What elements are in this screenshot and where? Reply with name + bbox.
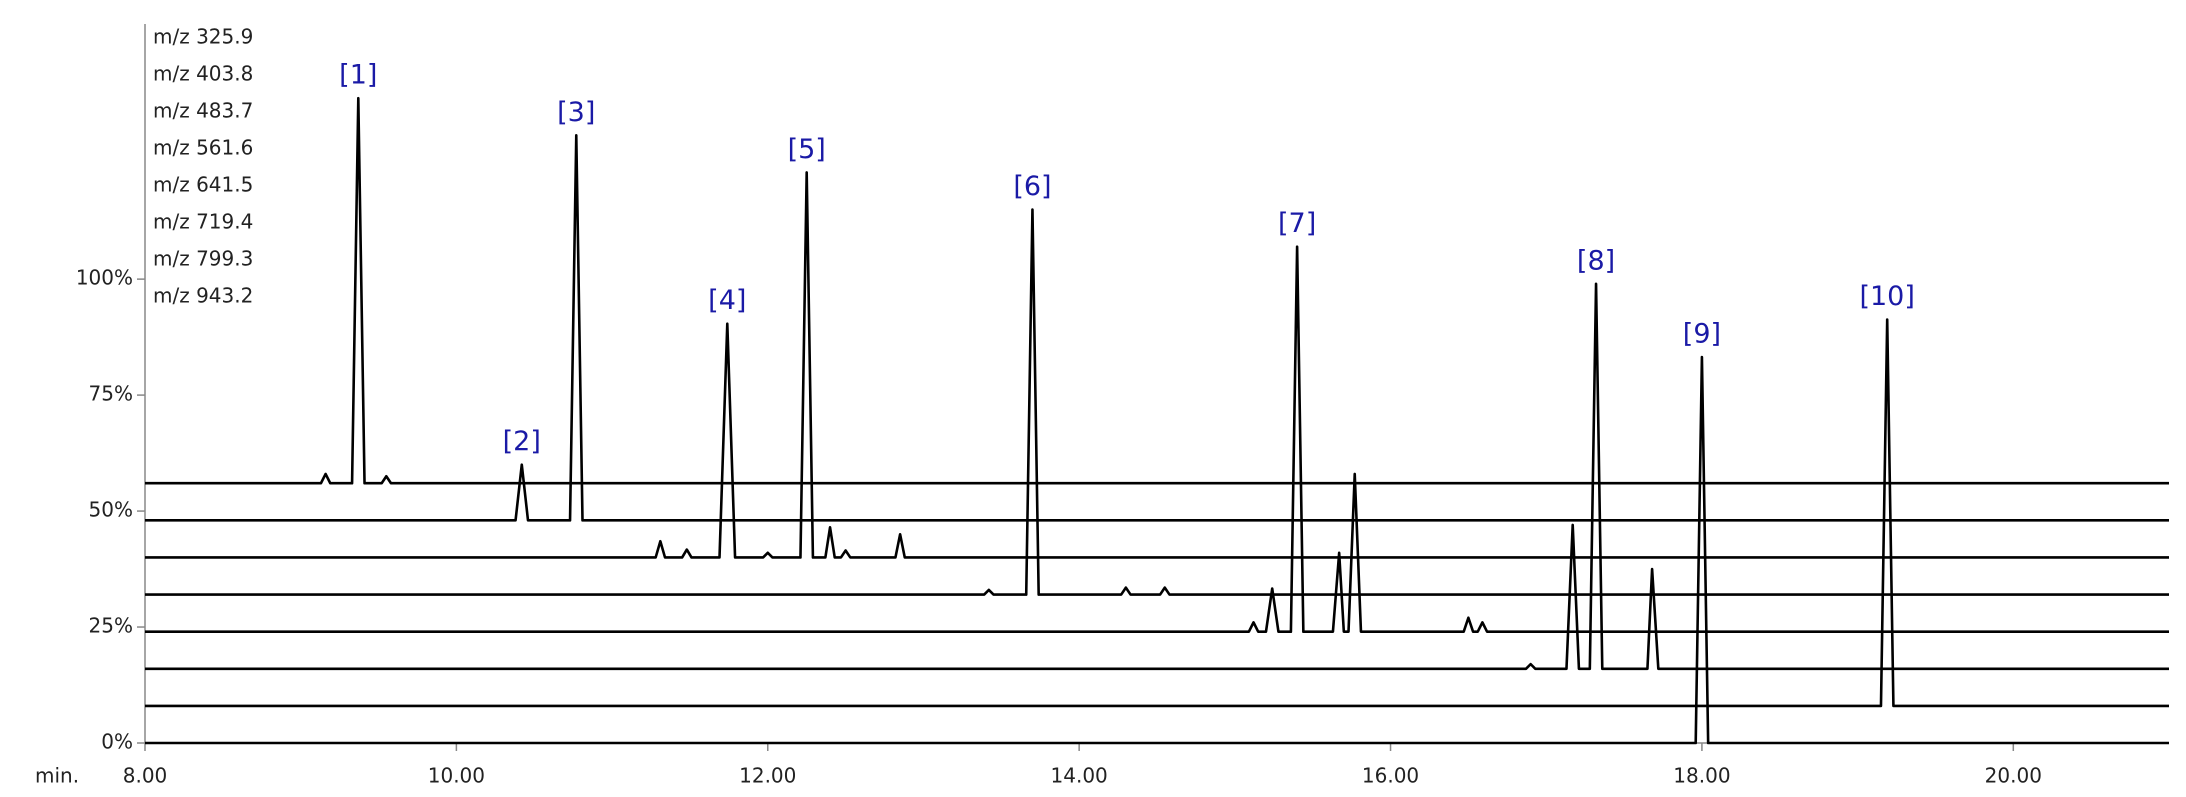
trace [145, 282, 2169, 671]
legend-entry: m/z 943.2 [153, 284, 253, 308]
trace [145, 208, 2169, 596]
trace [145, 171, 2169, 559]
x-tick-label: 12.00 [739, 764, 796, 788]
trace [145, 96, 2169, 485]
peak-annotation: [7] [1278, 208, 1316, 239]
y-tick-label: 100% [76, 266, 133, 290]
x-tick-label: 20.00 [1985, 764, 2042, 788]
y-tick-label: 75% [89, 382, 133, 406]
trace [145, 318, 2169, 708]
y-tick-label: 0% [101, 730, 133, 754]
x-tick-label: 10.00 [428, 764, 485, 788]
trace [145, 245, 2169, 633]
x-tick-label: 16.00 [1362, 764, 1419, 788]
peak-annotation: [8] [1577, 245, 1615, 276]
peak-annotation: [4] [708, 285, 746, 316]
legend-entry: m/z 719.4 [153, 210, 253, 234]
x-axis-label: min. [35, 764, 79, 788]
peak-annotation: [2] [503, 426, 541, 457]
peak-annotation: [9] [1683, 319, 1721, 350]
peak-annotation: [10] [1859, 281, 1914, 312]
legend-entry: m/z 325.9 [153, 25, 253, 49]
x-tick-label: 8.00 [123, 764, 168, 788]
x-tick-label: 18.00 [1673, 764, 1730, 788]
x-tick-label: 14.00 [1051, 764, 1108, 788]
peak-annotation: [1] [339, 60, 377, 91]
legend-entry: m/z 799.3 [153, 247, 253, 271]
peak-annotation: [5] [788, 134, 826, 165]
trace [145, 134, 2169, 522]
trace [145, 355, 2169, 745]
legend-entry: m/z 403.8 [153, 62, 253, 86]
peak-annotation: [3] [557, 97, 595, 128]
legend-entry: m/z 561.6 [153, 136, 253, 160]
y-tick-label: 50% [89, 498, 133, 522]
y-tick-label: 25% [89, 614, 133, 638]
legend-entry: m/z 483.7 [153, 99, 253, 123]
legend-entry: m/z 641.5 [153, 173, 253, 197]
peak-annotation: [6] [1013, 171, 1051, 202]
